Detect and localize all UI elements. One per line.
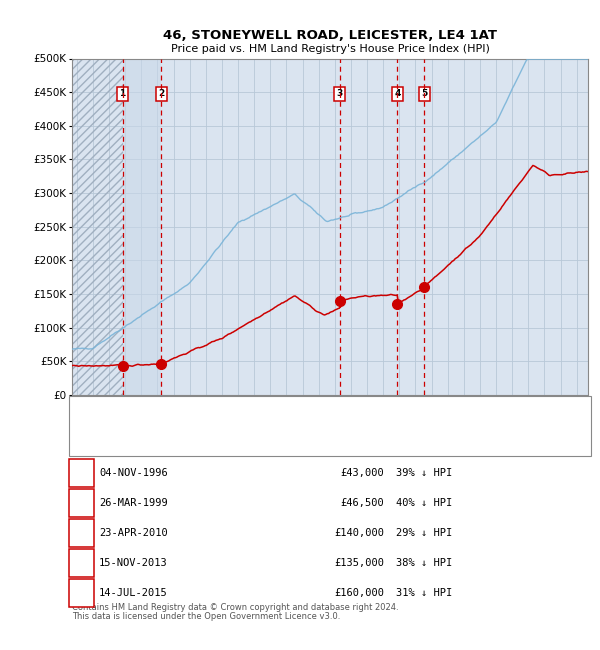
Text: HPI: Average price, detached house, Leicester: HPI: Average price, detached house, Leic…	[108, 434, 328, 443]
Text: 4: 4	[78, 558, 85, 568]
Text: Price paid vs. HM Land Registry's House Price Index (HPI): Price paid vs. HM Land Registry's House …	[170, 44, 490, 54]
Text: 1: 1	[78, 468, 85, 478]
Text: 15-NOV-2013: 15-NOV-2013	[99, 558, 168, 568]
Text: ——: ——	[78, 432, 103, 445]
Text: 39% ↓ HPI: 39% ↓ HPI	[396, 468, 452, 478]
Text: Contains HM Land Registry data © Crown copyright and database right 2024.: Contains HM Land Registry data © Crown c…	[72, 603, 398, 612]
Text: 26-MAR-1999: 26-MAR-1999	[99, 498, 168, 508]
Text: £160,000: £160,000	[334, 588, 384, 598]
Text: 4: 4	[394, 89, 401, 98]
Text: ——: ——	[78, 408, 103, 421]
Text: £46,500: £46,500	[340, 498, 384, 508]
Text: 38% ↓ HPI: 38% ↓ HPI	[396, 558, 452, 568]
Text: 40% ↓ HPI: 40% ↓ HPI	[396, 498, 452, 508]
Text: 5: 5	[78, 588, 85, 598]
Text: 3: 3	[78, 528, 85, 538]
Text: £140,000: £140,000	[334, 528, 384, 538]
Text: 1: 1	[119, 89, 126, 98]
Text: 46, STONEYWELL ROAD, LEICESTER, LE4 1AT (detached house): 46, STONEYWELL ROAD, LEICESTER, LE4 1AT …	[108, 410, 407, 419]
Text: 2: 2	[158, 89, 164, 98]
Text: 14-JUL-2015: 14-JUL-2015	[99, 588, 168, 598]
Text: 23-APR-2010: 23-APR-2010	[99, 528, 168, 538]
Text: 31% ↓ HPI: 31% ↓ HPI	[396, 588, 452, 598]
Text: 29% ↓ HPI: 29% ↓ HPI	[396, 528, 452, 538]
Bar	[72, 58, 122, 395]
Text: 04-NOV-1996: 04-NOV-1996	[99, 468, 168, 478]
Text: £43,000: £43,000	[340, 468, 384, 478]
Text: 2: 2	[78, 498, 85, 508]
Text: 46, STONEYWELL ROAD, LEICESTER, LE4 1AT: 46, STONEYWELL ROAD, LEICESTER, LE4 1AT	[163, 29, 497, 42]
Text: This data is licensed under the Open Government Licence v3.0.: This data is licensed under the Open Gov…	[72, 612, 340, 621]
Text: £135,000: £135,000	[334, 558, 384, 568]
Text: 5: 5	[421, 89, 427, 98]
Bar	[122, 58, 161, 395]
Text: 3: 3	[337, 89, 343, 98]
